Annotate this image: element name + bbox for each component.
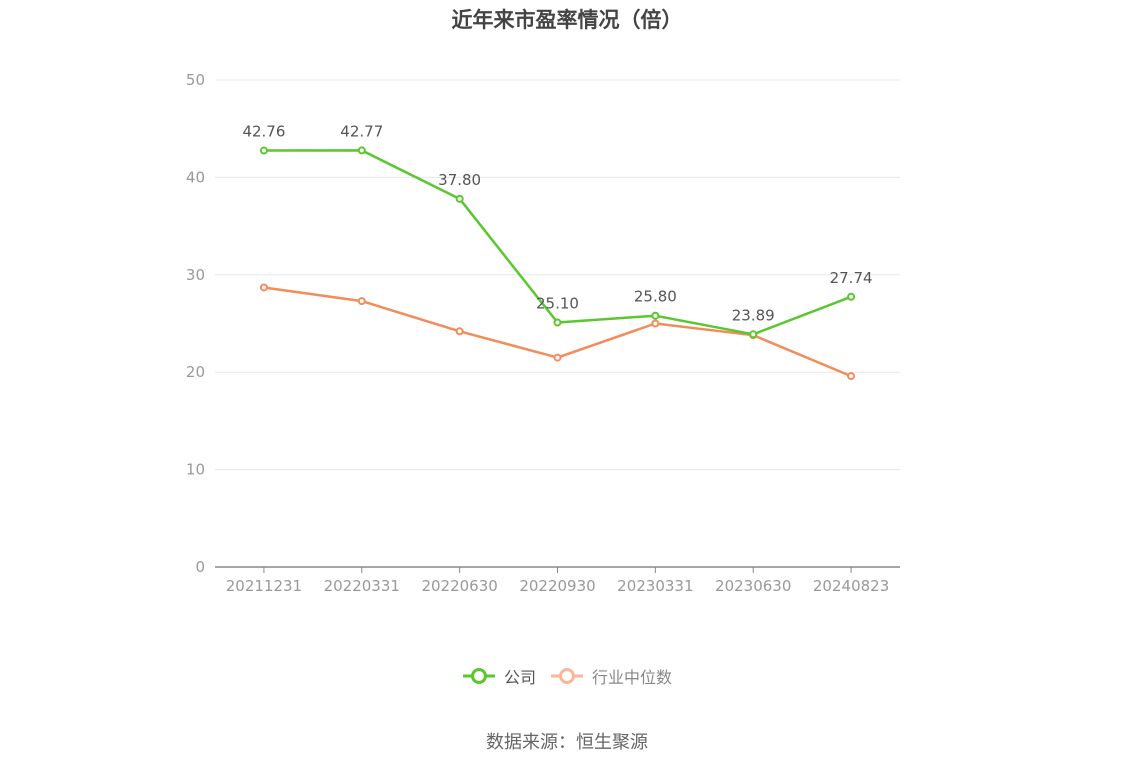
data-label: 42.77	[340, 122, 383, 140]
y-tick-label: 20	[186, 363, 205, 381]
data-point	[749, 330, 758, 339]
x-tick-label: 20220331	[324, 577, 400, 595]
data-label: 25.80	[634, 288, 677, 306]
data-point	[847, 292, 856, 301]
data-point	[455, 194, 464, 203]
legend-item-industry-median[interactable]: 行业中位数	[550, 664, 672, 688]
axes: 0 10 20 30 40 50 20211231 20220331 20220630 20220…	[186, 71, 900, 595]
data-label: 42.76	[242, 123, 285, 141]
data-point	[847, 372, 856, 381]
y-tick-label: 40	[186, 168, 205, 186]
legend-industry-label: 行业中位数	[592, 668, 673, 687]
x-tick-label: 20230630	[715, 577, 791, 595]
data-point	[357, 297, 366, 306]
x-tick-label: 20220630	[421, 577, 497, 595]
data-label: 27.74	[830, 269, 873, 287]
x-tick-label: 20220930	[519, 577, 595, 595]
data-point	[651, 311, 660, 320]
data-label: 37.80	[438, 171, 481, 189]
data-point	[455, 327, 464, 336]
y-tick-label: 0	[195, 558, 205, 576]
x-tick-label: 20240823	[813, 577, 889, 595]
data-point	[259, 146, 268, 155]
series-lines	[259, 146, 856, 381]
legend: 公司 行业中位数	[0, 664, 1134, 688]
legend-company-label: 公司	[503, 668, 536, 687]
legend-item-company[interactable]: 公司	[462, 664, 536, 688]
data-point	[553, 318, 562, 327]
legend-company-marker	[462, 668, 495, 684]
data-labels: 42.76 42.77 37.80 25.10 25.80 23.89 27.74	[242, 122, 872, 324]
x-tick-label: 20230331	[617, 577, 693, 595]
legend-industry-marker	[551, 668, 583, 684]
grid-lines	[215, 79, 900, 471]
data-point	[259, 283, 268, 292]
data-source: 数据来源：恒生聚源	[486, 732, 648, 753]
y-tick-label: 30	[186, 266, 205, 284]
data-label: 23.89	[732, 306, 775, 324]
y-tick-label: 50	[186, 71, 205, 89]
data-point	[553, 353, 562, 362]
y-tick-label: 10	[186, 461, 205, 479]
chart-title: 近年来市盈率情况（倍）	[451, 8, 683, 32]
data-point	[357, 146, 366, 155]
data-point	[651, 319, 660, 328]
x-tick-label: 20211231	[226, 577, 302, 595]
data-label: 25.10	[536, 295, 579, 313]
